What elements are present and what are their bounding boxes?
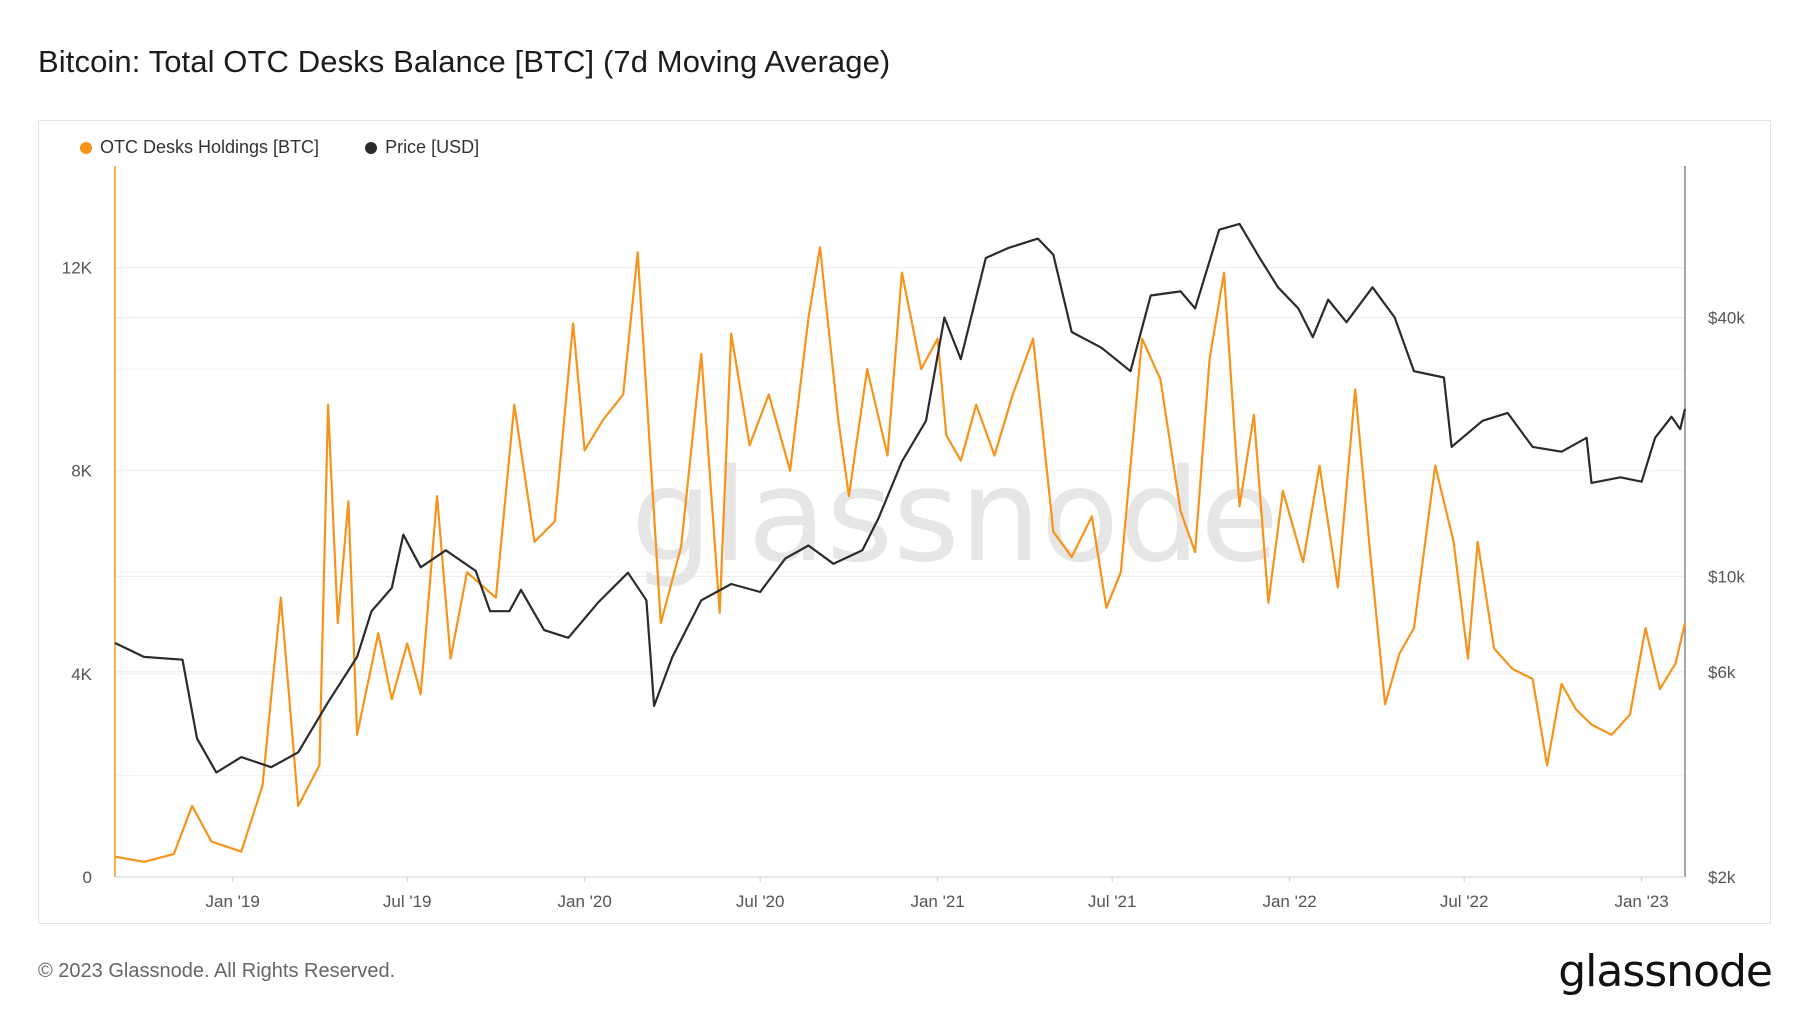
- x-tick-label: Jan '23: [1614, 892, 1668, 911]
- legend-label-price: Price [USD]: [385, 137, 480, 157]
- chart-frame: [38, 120, 1771, 924]
- series-line-holdings[interactable]: [114, 246, 1687, 863]
- y-right-tick-label: $2k: [1708, 868, 1736, 887]
- legend-item-holdings[interactable]: OTC Desks Holdings [BTC]: [80, 137, 319, 158]
- y-right-tick-label: $10k: [1708, 567, 1745, 586]
- x-tick-label: Jan '19: [206, 892, 260, 911]
- legend-dot-holdings: [80, 141, 92, 154]
- x-tick-label: Jan '21: [910, 892, 964, 911]
- y-right-tick-label: $6k: [1708, 663, 1736, 682]
- x-tick-label: Jul '19: [383, 892, 432, 911]
- x-tick-label: Jan '22: [1262, 892, 1316, 911]
- legend-item-price[interactable]: Price [USD]: [365, 137, 479, 158]
- y-left-tick-label: 0: [83, 868, 92, 887]
- axis-layer: 0 4K 8K 12K $2k $6k $10k $40k Jan '19 Jul '19 Jan …: [62, 166, 1745, 911]
- legend-label-holdings: OTC Desks Holdings [BTC]: [100, 137, 320, 157]
- x-tick-label: Jul '21: [1088, 892, 1137, 911]
- y-left-tick-label: 12K: [62, 259, 93, 278]
- brand-logo: glassnode: [1558, 946, 1773, 997]
- page-title: Bitcoin: Total OTC Desks Balance [BTC] (…: [38, 44, 891, 79]
- chart-legend: OTC Desks Holdings [BTC] Price [USD]: [80, 137, 479, 158]
- y-left-tick-label: 8K: [71, 462, 92, 481]
- y-left-tick-label: 4K: [71, 665, 92, 684]
- series-line-price[interactable]: [114, 222, 1687, 774]
- copyright-text: © 2023 Glassnode. All Rights Reserved.: [38, 960, 396, 982]
- series-layer: [114, 222, 1687, 863]
- watermark-text: glassnode: [631, 442, 1279, 591]
- x-tick-label: Jan '20: [558, 892, 612, 911]
- x-tick-label: Jul '22: [1440, 892, 1489, 911]
- legend-dot-price: [365, 141, 378, 154]
- x-tick-label: Jul '20: [736, 892, 785, 911]
- y-right-tick-label: $40k: [1708, 308, 1745, 327]
